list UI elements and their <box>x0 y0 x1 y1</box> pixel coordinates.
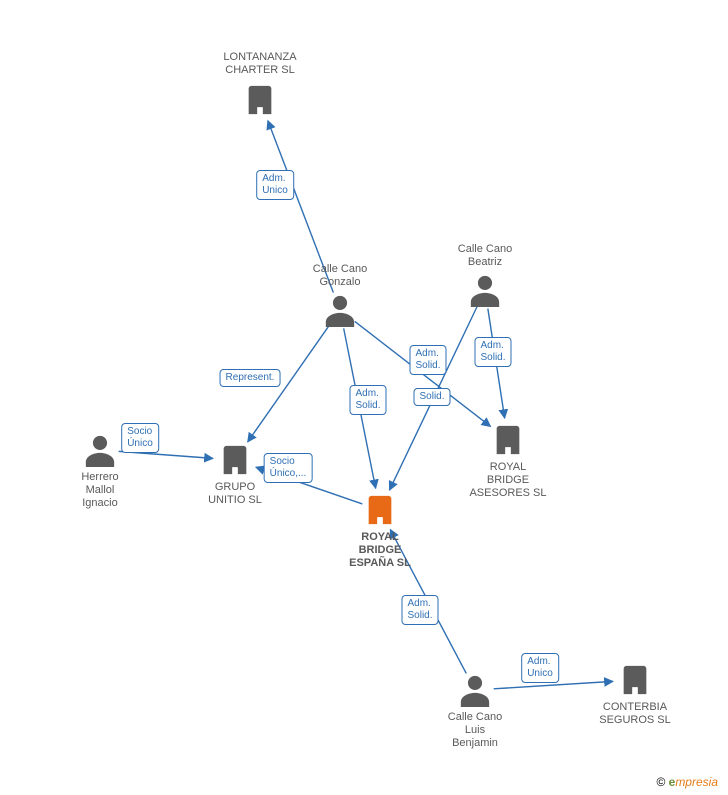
edge <box>390 530 466 674</box>
edge <box>248 325 330 442</box>
edge <box>344 328 376 488</box>
edge <box>256 467 362 504</box>
edge <box>488 308 505 418</box>
edge <box>119 451 213 458</box>
person-icon <box>471 276 499 307</box>
edge <box>268 121 333 293</box>
edge <box>390 307 477 490</box>
watermark: © empresia <box>656 775 718 789</box>
company-icon <box>369 496 392 524</box>
edge <box>355 321 491 426</box>
watermark-copyright: © <box>656 775 665 789</box>
company-icon <box>249 86 272 114</box>
diagram-canvas <box>0 0 728 795</box>
company-icon <box>624 666 647 694</box>
person-icon <box>86 436 114 467</box>
person-icon <box>461 676 489 707</box>
company-icon <box>497 426 520 454</box>
company-icon <box>224 446 247 474</box>
person-icon <box>326 296 354 327</box>
edge <box>494 681 613 688</box>
watermark-brand-rest: mpresia <box>675 775 718 789</box>
